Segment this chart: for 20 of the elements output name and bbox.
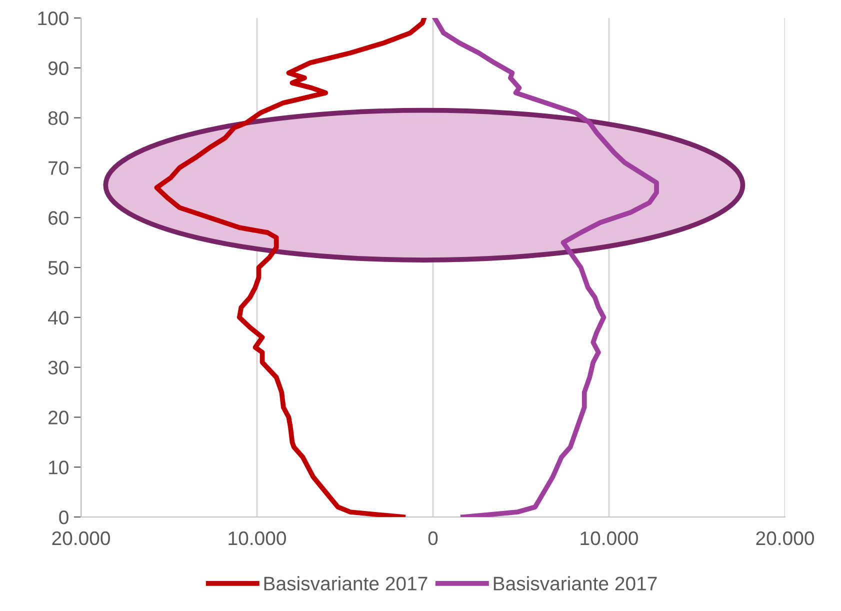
- y-tick-label: 20: [48, 410, 68, 424]
- y-tick-label: 70: [48, 161, 68, 175]
- y-tick-label: 80: [48, 111, 68, 126]
- y-tick-label: 40: [48, 310, 68, 325]
- x-tick-label: 0: [428, 531, 438, 546]
- y-tick-label: 100: [38, 11, 68, 26]
- x-tick-label: 20.000: [52, 531, 110, 546]
- legend-label: Basisvariante 2017: [264, 576, 428, 590]
- y-tick-label: 60: [48, 211, 68, 225]
- y-tick-label: 30: [48, 360, 68, 375]
- y-tick-label: 0: [59, 510, 68, 524]
- y-tick-label: 50: [48, 260, 68, 275]
- x-tick-label: 20.000: [756, 531, 814, 546]
- line-series: [432, 18, 659, 517]
- line-series: [154, 18, 427, 517]
- legend-label: Basisvariante 2017: [494, 576, 657, 590]
- x-tick-label: 10.000: [228, 531, 286, 546]
- y-tick-label: 90: [48, 61, 68, 76]
- y-tick-label: 10: [49, 460, 68, 474]
- x-tick-label: 10.000: [580, 531, 638, 546]
